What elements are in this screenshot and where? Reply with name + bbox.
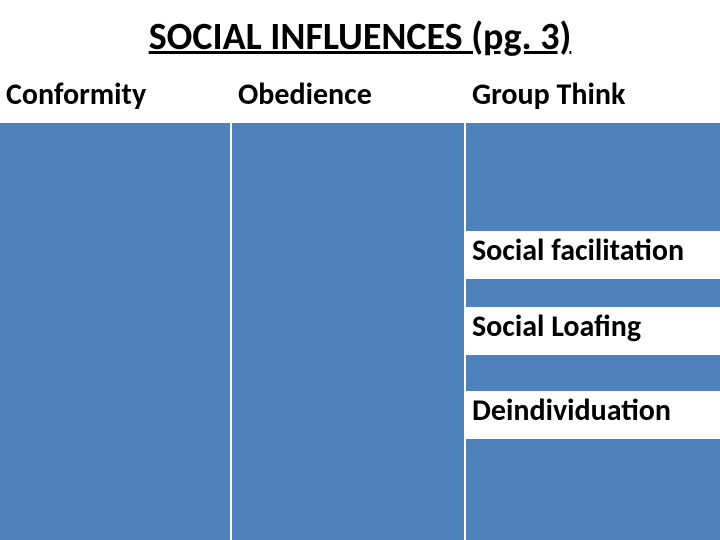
gap <box>466 279 720 307</box>
cell-conformity: Conformity <box>0 75 230 123</box>
column-2-body <box>232 123 464 540</box>
cell-social-loafing: Social Loafing <box>466 307 720 355</box>
column-1: Conformity <box>0 75 232 540</box>
cell-deindividuation: Deindividuation <box>466 391 720 439</box>
column-2: Obedience <box>232 75 466 540</box>
slide-title: SOCIAL INFLUENCES (pg. 3) <box>0 0 720 70</box>
cell-social-facilitation: Social facilitation <box>466 231 720 279</box>
gap <box>466 123 720 231</box>
cell-obedience: Obedience <box>232 75 464 123</box>
cell-group-think: Group Think <box>466 75 720 123</box>
slide: SOCIAL INFLUENCES (pg. 3) Conformity Obe… <box>0 0 720 540</box>
gap <box>466 439 720 540</box>
content-grid: Conformity Obedience Group Think Social … <box>0 75 720 540</box>
gap <box>466 355 720 391</box>
column-3: Group Think Social facilitation Social L… <box>466 75 720 540</box>
column-1-body <box>0 123 230 540</box>
